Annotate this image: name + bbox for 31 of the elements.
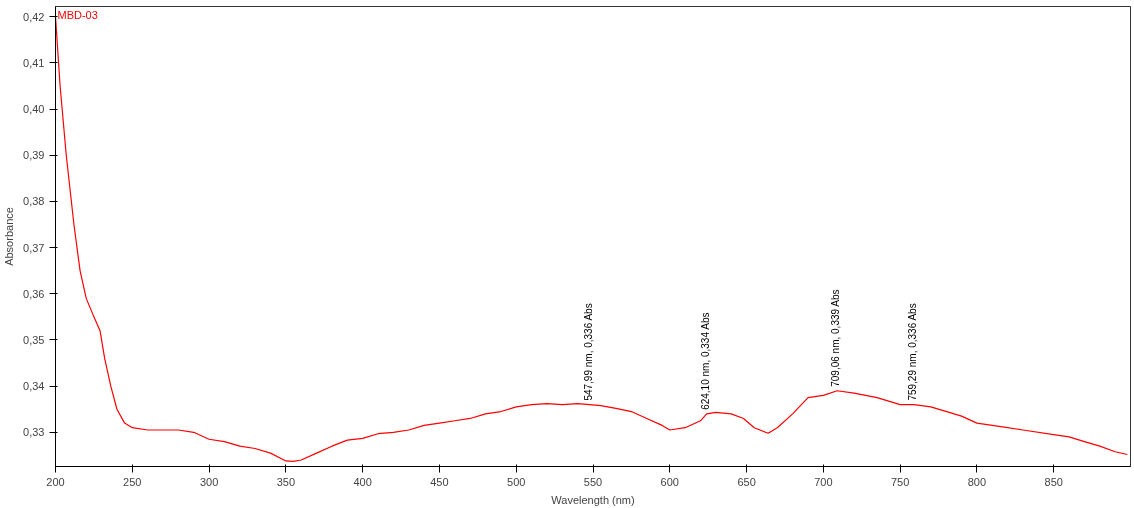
x-tick-label: 500 bbox=[507, 475, 526, 488]
x-tick-label: 850 bbox=[1044, 475, 1063, 488]
y-tick-label: 0,38 bbox=[23, 195, 45, 208]
y-axis-title: Absorbance bbox=[3, 207, 16, 266]
y-tick-label: 0,41 bbox=[23, 56, 45, 69]
x-tick-label: 350 bbox=[276, 475, 296, 488]
x-tick-label: 600 bbox=[660, 475, 679, 488]
x-tick-label: 550 bbox=[583, 475, 603, 488]
y-tick-label: 0,39 bbox=[23, 149, 45, 162]
x-tick-label: 700 bbox=[814, 475, 833, 488]
y-tick-label: 0,42 bbox=[23, 10, 45, 23]
x-tick-label: 200 bbox=[46, 475, 65, 488]
annotation: 624,10 nm, 0,334 Abs bbox=[699, 312, 711, 410]
y-tick-label: 0,35 bbox=[23, 333, 45, 346]
y-tick-label: 0,33 bbox=[23, 426, 45, 439]
y-tick-label: 0,36 bbox=[23, 287, 45, 300]
x-tick-label: 750 bbox=[890, 475, 910, 488]
series-label: MBD-03 bbox=[57, 8, 98, 21]
x-tick-label: 800 bbox=[967, 475, 987, 488]
annotation: 759,29 nm, 0,336 Abs bbox=[907, 303, 919, 401]
annotation: 709,06 nm, 0,339 Abs bbox=[830, 289, 842, 387]
annotation: 547,99 nm, 0,336 Abs bbox=[582, 303, 594, 401]
x-tick-label: 450 bbox=[430, 475, 449, 488]
y-tick-label: 0,34 bbox=[23, 380, 45, 393]
y-tick-label: 0,40 bbox=[23, 103, 45, 116]
x-tick-label: 300 bbox=[199, 475, 219, 488]
x-tick-label: 250 bbox=[123, 475, 142, 488]
y-tick-label: 0,37 bbox=[23, 241, 45, 254]
x-axis-title: Wavelength (nm) bbox=[551, 493, 635, 506]
x-tick-label: 650 bbox=[737, 475, 756, 488]
x-tick-label: 400 bbox=[353, 475, 372, 488]
